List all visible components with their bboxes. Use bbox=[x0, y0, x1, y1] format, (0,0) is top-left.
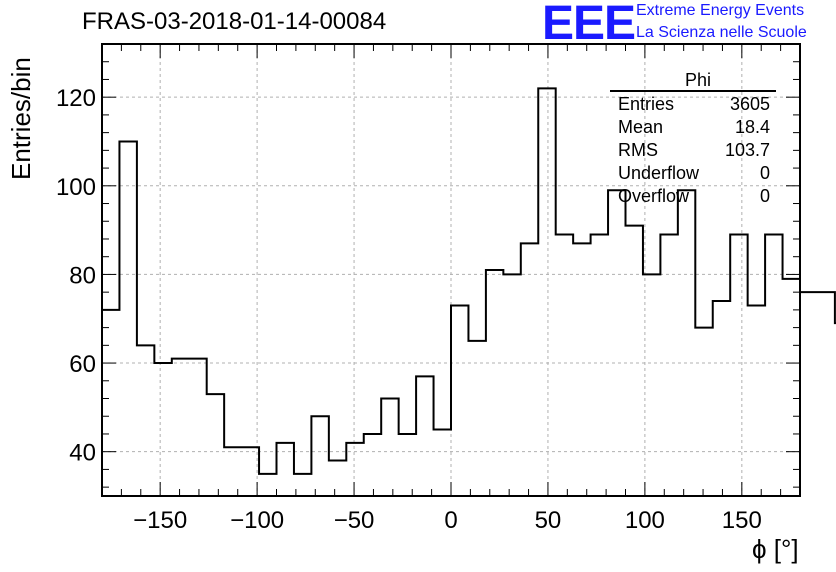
eee-logo: EEE bbox=[542, 0, 636, 50]
histogram-bin bbox=[468, 341, 485, 496]
histogram-bin bbox=[346, 443, 363, 496]
stats-label: Mean bbox=[618, 117, 663, 137]
logo-line-2: La Scienza nelle Scuole bbox=[636, 24, 807, 41]
stats-label: Entries bbox=[618, 94, 674, 114]
x-tick-label: 0 bbox=[444, 507, 457, 534]
y-tick-label: 40 bbox=[69, 440, 96, 467]
histogram-bin bbox=[259, 474, 276, 496]
histogram-bin bbox=[119, 141, 136, 496]
histogram-bin bbox=[486, 270, 503, 496]
stats-box: Phi Entries 3605 Mean 18.4 RMS 103.7 Underflow 0… bbox=[610, 70, 776, 206]
histogram-bin bbox=[172, 359, 189, 496]
x-tick-label: 100 bbox=[625, 507, 665, 534]
histogram-bin bbox=[765, 235, 782, 496]
x-tick-label: −100 bbox=[230, 507, 284, 534]
x-tick-label: 150 bbox=[722, 507, 762, 534]
y-tick-label: 80 bbox=[69, 262, 96, 289]
histogram-bin bbox=[538, 88, 555, 496]
x-tick-label: −150 bbox=[133, 507, 187, 534]
histogram-bin bbox=[503, 274, 520, 496]
x-axis-label: ϕ [°] bbox=[752, 534, 799, 564]
histogram-bin bbox=[294, 474, 311, 496]
histogram-bin bbox=[154, 363, 171, 496]
histogram-bin bbox=[416, 376, 433, 496]
stats-value: 0 bbox=[760, 163, 770, 183]
histogram-bin bbox=[242, 447, 259, 496]
stats-value: 103.7 bbox=[725, 140, 770, 160]
histogram-bin bbox=[556, 235, 573, 496]
histogram-outline bbox=[102, 87, 836, 475]
logo-line-1: Extreme Energy Events bbox=[636, 2, 805, 19]
histogram-bin bbox=[608, 190, 625, 496]
histogram-bin bbox=[277, 443, 294, 496]
stats-value: 3605 bbox=[730, 94, 770, 114]
histogram-bin bbox=[643, 274, 660, 496]
histogram-bin bbox=[678, 190, 695, 496]
histogram-bin bbox=[695, 328, 712, 496]
stats-value: 0 bbox=[760, 186, 770, 206]
histogram-bin bbox=[730, 235, 747, 496]
stats-label: RMS bbox=[618, 140, 658, 160]
histogram-bin bbox=[713, 301, 730, 496]
histogram-bin bbox=[102, 310, 119, 496]
x-tick-label: −50 bbox=[334, 507, 375, 534]
histogram-bin bbox=[434, 430, 451, 496]
axis-layer: −150 −100 −50 0 50 100 150 40 60 80 100 120 bbox=[56, 43, 801, 534]
histogram-bin bbox=[626, 226, 643, 496]
histogram-layer bbox=[102, 87, 836, 496]
y-tick-label: 120 bbox=[56, 85, 96, 112]
histogram-bin bbox=[783, 279, 800, 496]
histogram-bin bbox=[660, 235, 677, 496]
x-tick-label: 50 bbox=[535, 507, 562, 534]
histogram-bin bbox=[451, 305, 468, 496]
histogram-bin bbox=[381, 399, 398, 496]
histogram-bin bbox=[311, 416, 328, 496]
histogram-bin bbox=[521, 243, 538, 496]
histogram-bin bbox=[364, 434, 381, 496]
histogram-bin bbox=[224, 447, 241, 496]
histogram-bin bbox=[329, 461, 346, 496]
histogram-bin bbox=[573, 243, 590, 496]
chart-title: FRAS-03-2018-01-14-00084 bbox=[82, 8, 387, 35]
histogram-bin bbox=[137, 345, 154, 496]
histogram-bin bbox=[591, 235, 608, 496]
stats-label: Overflow bbox=[618, 186, 690, 206]
stats-value: 18.4 bbox=[735, 117, 770, 137]
stats-label: Underflow bbox=[618, 163, 700, 183]
y-tick-label: 100 bbox=[56, 174, 96, 201]
histogram-bin bbox=[207, 394, 224, 496]
histogram-bin bbox=[800, 292, 817, 496]
histogram-bin bbox=[748, 305, 765, 496]
histogram-bin bbox=[189, 359, 206, 496]
histogram-bin bbox=[817, 292, 834, 496]
stats-title: Phi bbox=[685, 70, 711, 90]
histogram-bin bbox=[399, 434, 416, 496]
y-tick-label: 60 bbox=[69, 351, 96, 378]
